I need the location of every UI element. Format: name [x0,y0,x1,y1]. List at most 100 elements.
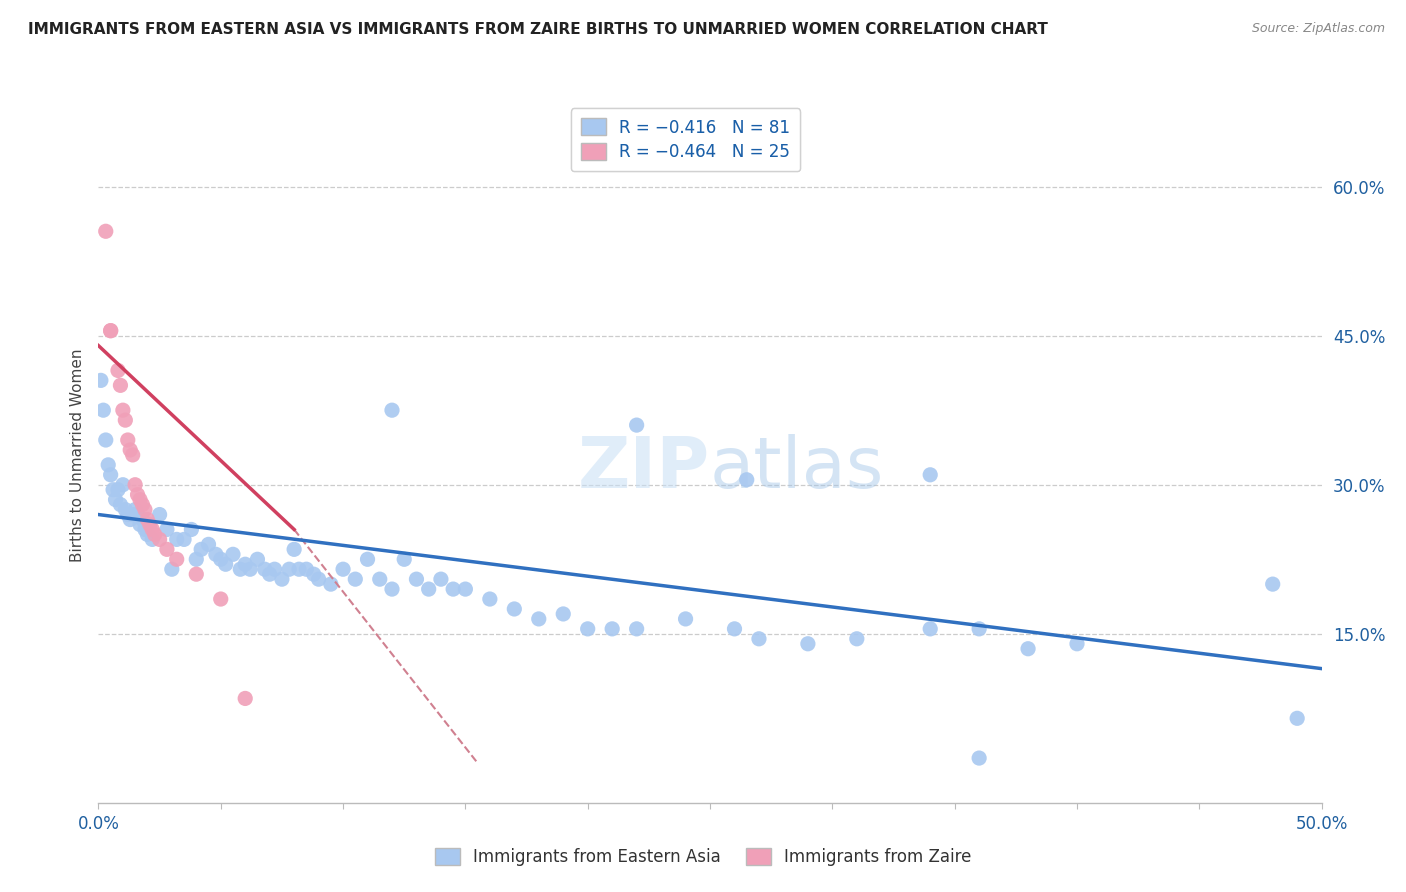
Point [319,577,342,591]
Point [344,572,367,586]
Point [129,492,152,507]
Point [136,512,159,526]
Point [392,552,416,566]
Point [735,473,758,487]
Point [259,567,281,582]
Point [381,403,404,417]
Point [166,533,188,547]
Point [136,527,159,541]
Point [134,523,156,537]
Text: atlas: atlas [710,434,884,503]
Point [214,558,236,572]
Point [263,562,285,576]
Point [149,533,172,547]
Point [101,483,124,497]
Text: ZIP: ZIP [578,434,710,503]
Point [723,622,745,636]
Point [454,582,477,596]
Y-axis label: Births to Unmarried Women: Births to Unmarried Women [69,348,84,562]
Point [283,542,305,557]
Point [553,607,575,621]
Point [111,477,134,491]
Point [90,373,112,387]
Text: Source: ZipAtlas.com: Source: ZipAtlas.com [1251,22,1385,36]
Point [295,562,318,576]
Point [91,403,114,417]
Point [186,567,208,582]
Point [186,552,208,566]
Point [117,508,139,522]
Point [156,542,179,557]
Point [503,602,526,616]
Point [197,537,219,551]
Point [1017,641,1039,656]
Point [253,562,276,576]
Point [120,512,142,526]
Point [278,562,301,576]
Point [166,552,188,566]
Point [107,483,129,497]
Point [748,632,770,646]
Point [100,324,122,338]
Point [97,458,120,472]
Legend: Immigrants from Eastern Asia, Immigrants from Zaire: Immigrants from Eastern Asia, Immigrants… [426,840,980,875]
Point [124,502,146,516]
Point [94,224,117,238]
Point [107,363,129,377]
Point [209,592,232,607]
Point [576,622,599,636]
Point [233,691,256,706]
Point [209,552,232,566]
Point [441,582,464,596]
Text: IMMIGRANTS FROM EASTERN ASIA VS IMMIGRANTS FROM ZAIRE BIRTHS TO UNMARRIED WOMEN : IMMIGRANTS FROM EASTERN ASIA VS IMMIGRAN… [28,22,1047,37]
Point [110,498,132,512]
Point [270,572,294,586]
Point [229,562,252,576]
Point [600,622,623,636]
Point [110,378,132,392]
Point [104,492,127,507]
Point [190,542,212,557]
Point [120,442,142,457]
Point [131,498,153,512]
Point [1261,577,1284,591]
Point [527,612,550,626]
Point [114,502,136,516]
Point [139,517,162,532]
Point [100,467,122,482]
Point [100,324,122,338]
Point [368,572,391,586]
Point [967,622,990,636]
Point [478,592,501,607]
Point [129,517,152,532]
Point [111,403,134,417]
Point [626,418,648,433]
Point [920,467,942,482]
Point [332,562,354,576]
Point [131,512,153,526]
Point [920,622,942,636]
Point [1286,711,1309,725]
Point [626,622,648,636]
Point [405,572,427,586]
Point [967,751,990,765]
Point [430,572,453,586]
Point [173,533,195,547]
Point [143,527,166,541]
Point [222,547,245,561]
Point [418,582,440,596]
Point [288,562,311,576]
Point [117,433,139,447]
Point [381,582,404,596]
Point [124,477,146,491]
Point [114,413,136,427]
Point [127,488,149,502]
Point [797,637,820,651]
Point [156,523,179,537]
Point [675,612,697,626]
Legend: R = −0.416   N = 81, R = −0.464   N = 25: R = −0.416 N = 81, R = −0.464 N = 25 [571,109,800,171]
Point [246,552,269,566]
Point [141,533,163,547]
Point [180,523,202,537]
Point [356,552,378,566]
